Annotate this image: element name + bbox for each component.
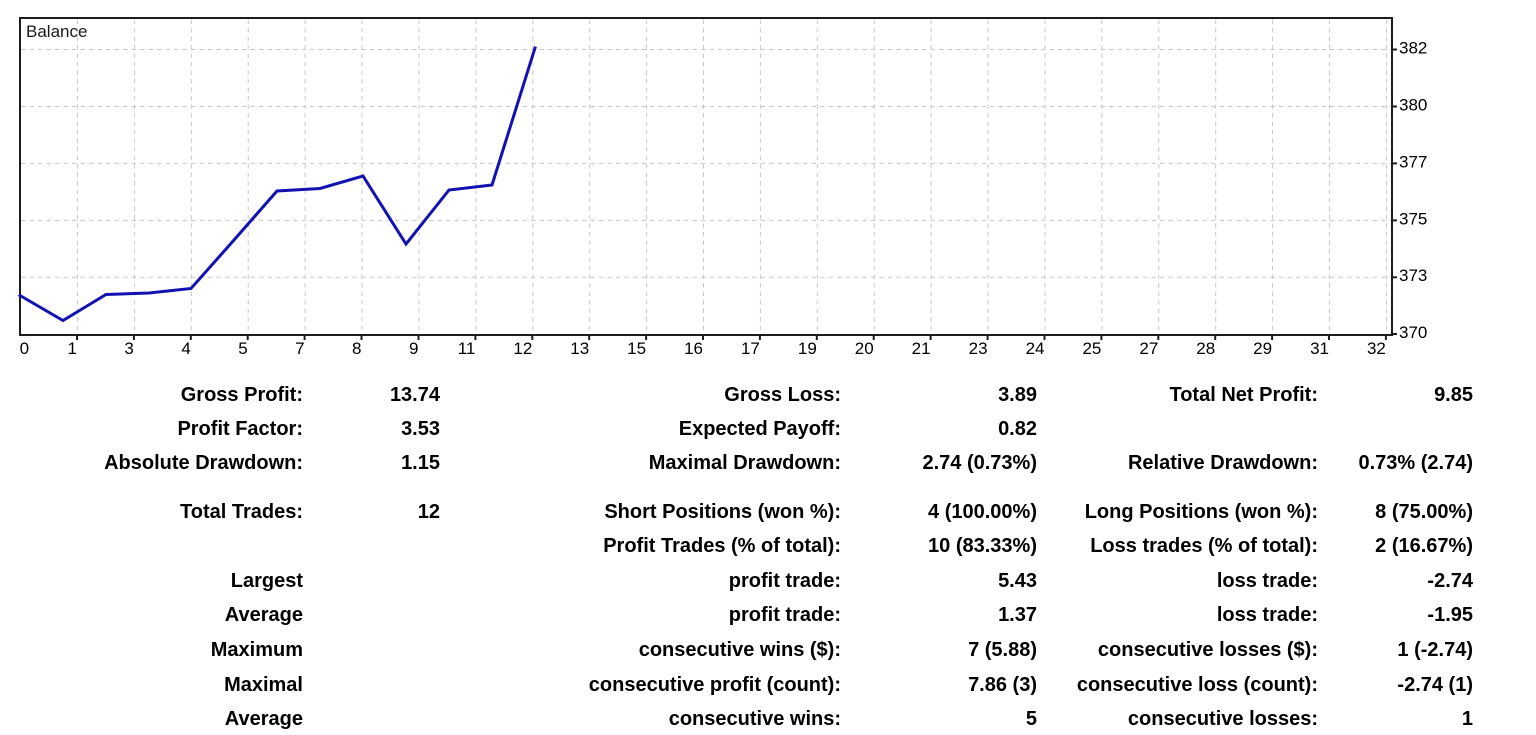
- svg-text:5: 5: [238, 339, 247, 358]
- svg-text:29: 29: [1253, 339, 1272, 358]
- svg-text:31: 31: [1310, 339, 1329, 358]
- svg-text:19: 19: [798, 339, 817, 358]
- svg-text:0: 0: [20, 339, 29, 358]
- svg-text:8: 8: [352, 339, 361, 358]
- svg-text:Balance: Balance: [26, 22, 87, 41]
- svg-text:15: 15: [627, 339, 646, 358]
- svg-text:24: 24: [1026, 339, 1045, 358]
- svg-text:23: 23: [969, 339, 988, 358]
- svg-text:7: 7: [295, 339, 304, 358]
- svg-text:4: 4: [181, 339, 190, 358]
- svg-text:3: 3: [124, 339, 133, 358]
- svg-text:17: 17: [741, 339, 760, 358]
- svg-text:11: 11: [458, 339, 476, 358]
- svg-text:370: 370: [1399, 323, 1427, 342]
- svg-text:25: 25: [1082, 339, 1101, 358]
- svg-text:377: 377: [1399, 152, 1427, 171]
- svg-text:13: 13: [570, 339, 589, 358]
- svg-text:373: 373: [1399, 266, 1427, 285]
- svg-text:20: 20: [855, 339, 874, 358]
- svg-text:382: 382: [1399, 38, 1427, 57]
- svg-text:21: 21: [912, 339, 931, 358]
- svg-text:27: 27: [1139, 339, 1158, 358]
- svg-text:12: 12: [513, 339, 532, 358]
- svg-text:16: 16: [684, 339, 703, 358]
- svg-text:375: 375: [1399, 209, 1427, 228]
- svg-text:32: 32: [1367, 339, 1386, 358]
- svg-text:380: 380: [1399, 95, 1427, 114]
- svg-text:9: 9: [409, 339, 418, 358]
- svg-text:1: 1: [68, 339, 77, 358]
- svg-text:28: 28: [1196, 339, 1215, 358]
